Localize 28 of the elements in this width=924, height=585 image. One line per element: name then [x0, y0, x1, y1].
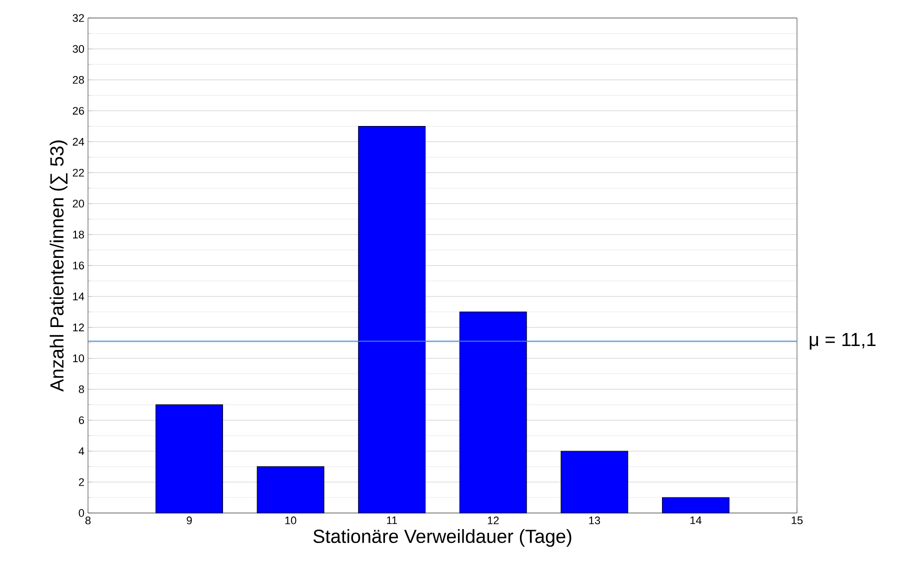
- y-tick-label: 24: [72, 138, 84, 146]
- y-tick-label: 8: [78, 385, 84, 394]
- y-tick-label: 4: [78, 447, 84, 455]
- x-tick-label: 15: [792, 516, 803, 524]
- y-tick-label: 32: [72, 14, 84, 22]
- y-tick-label: 0: [78, 509, 84, 517]
- x-tick-label: 8: [85, 516, 91, 524]
- x-tick-label: 12: [488, 516, 499, 524]
- y-tick-label: 22: [72, 168, 84, 177]
- y-axis-title: Anzahl Patienten/innen (∑ 53): [50, 140, 68, 392]
- y-tick-label: 2: [78, 478, 84, 486]
- x-tick-label: 14: [690, 516, 702, 524]
- y-tick-label: 28: [72, 76, 84, 84]
- y-tick-label: 12: [73, 324, 84, 332]
- y-tick-label: 10: [73, 354, 84, 362]
- y-tick-label: 30: [72, 45, 84, 53]
- x-axis-title: Stationäre Verweildauer (Tage): [313, 529, 572, 547]
- ref-line-label: μ = 11,1: [810, 332, 876, 350]
- y-tick-label: 20: [72, 200, 84, 208]
- y-tick-label: 18: [73, 230, 84, 238]
- y-tick-label: 14: [73, 292, 84, 300]
- y-tick-label: 16: [73, 262, 84, 270]
- x-tick-label: 13: [589, 516, 600, 524]
- x-tick-label: 10: [285, 516, 296, 524]
- x-tick-label: 9: [186, 516, 192, 524]
- y-tick-label: 6: [78, 416, 84, 424]
- y-tick-label: 26: [72, 106, 84, 115]
- x-tick-label: 11: [386, 516, 398, 524]
